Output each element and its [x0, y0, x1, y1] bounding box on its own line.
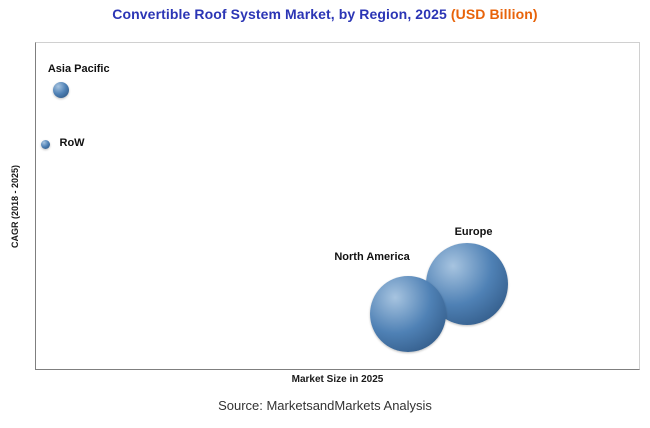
chart-title: Convertible Roof System Market, by Regio…	[0, 6, 650, 22]
source-note: Source: MarketsandMarkets Analysis	[218, 398, 432, 413]
bubble-north-america	[370, 275, 447, 352]
bubble-label-europe: Europe	[454, 226, 493, 239]
y-axis-label: CAGR (2018 - 2025)	[10, 164, 20, 248]
bubble-label-row: RoW	[59, 137, 85, 150]
bubble-label-north-america: North America	[334, 250, 410, 263]
chart-title-units: (USD Billion)	[446, 6, 538, 22]
bubble-asia-pacific	[52, 82, 69, 99]
bubble-label-asia-pacific: Asia Pacific	[47, 63, 110, 76]
bubble-row	[40, 139, 50, 149]
chart-title-main: Convertible Roof System Market, by Regio…	[112, 6, 447, 22]
x-axis-label: Market Size in 2025	[291, 374, 384, 385]
plot-area: Europe North America Asia Pacific RoW	[35, 42, 640, 370]
